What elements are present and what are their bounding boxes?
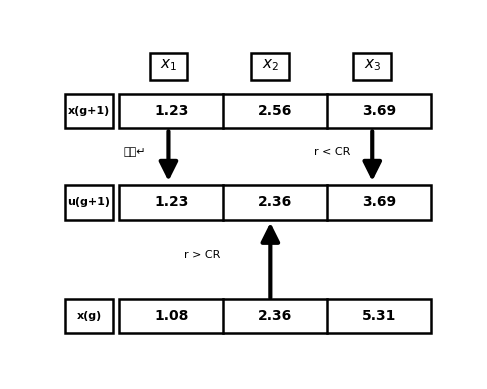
Text: $x_1$: $x_1$ [160, 57, 177, 73]
Text: $x_2$: $x_2$ [262, 57, 279, 73]
Text: 1.08: 1.08 [154, 309, 188, 323]
Bar [65, 94, 112, 128]
Bar [150, 53, 187, 80]
Text: r < CR: r < CR [314, 147, 350, 157]
Text: 1.23: 1.23 [154, 104, 188, 118]
Text: $x_3$: $x_3$ [364, 57, 381, 73]
Bar [251, 53, 289, 80]
Text: 3.69: 3.69 [362, 104, 396, 118]
Text: 3.69: 3.69 [362, 195, 396, 209]
Bar [119, 94, 431, 128]
Text: 2.36: 2.36 [258, 309, 292, 323]
Text: 开始↵: 开始↵ [123, 147, 146, 157]
Bar [354, 53, 391, 80]
Text: u(g+1): u(g+1) [68, 198, 111, 207]
Text: 5.31: 5.31 [362, 309, 396, 323]
Bar [65, 185, 112, 220]
Text: x(g+1): x(g+1) [68, 106, 110, 116]
Bar [65, 299, 112, 333]
Bar [119, 185, 431, 220]
Text: 1.23: 1.23 [154, 195, 188, 209]
Text: r > CR: r > CR [184, 250, 220, 260]
Text: 2.56: 2.56 [258, 104, 292, 118]
Bar [119, 299, 431, 333]
Text: x(g): x(g) [76, 311, 102, 321]
Text: 2.36: 2.36 [258, 195, 292, 209]
